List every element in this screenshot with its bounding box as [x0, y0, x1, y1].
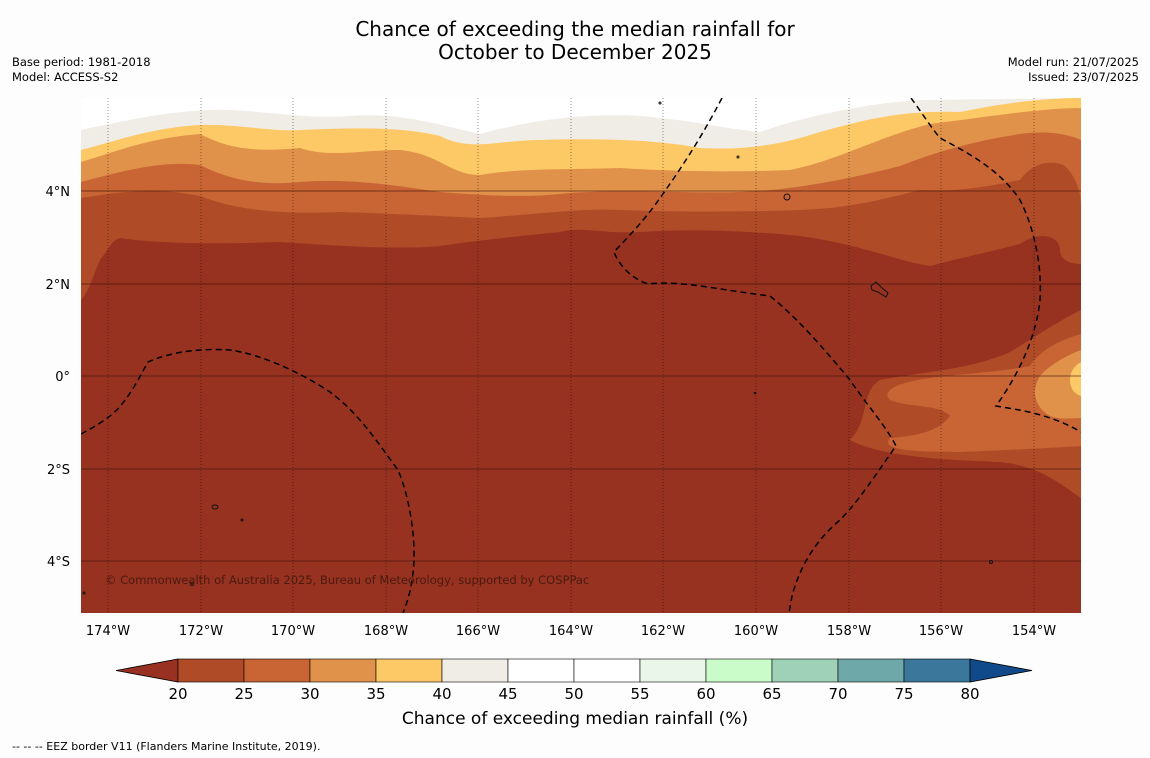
colorbar-segment [243, 658, 311, 683]
colorbar-title: Chance of exceeding median rainfall (%) [401, 709, 749, 729]
patch-east-35-40 [1035, 350, 1081, 419]
colorbar-segment [705, 658, 773, 683]
patch-east-30-35 [887, 334, 1081, 452]
meridian-lines [107, 98, 1035, 613]
colorbar-segment [771, 658, 839, 683]
lat-tick-label: 4°S [47, 555, 70, 570]
lon-tick-label: 162°W [641, 624, 685, 639]
lat-tick-label: 2°S [47, 463, 70, 478]
lon-axis-labels: 174°W 172°W 170°W 168°W 166°W 164°W 162°… [86, 624, 1056, 639]
lat-tick-label: 2°N [46, 278, 71, 293]
colorbar-tick-label: 70 [828, 685, 847, 703]
lon-tick-label: 172°W [179, 624, 223, 639]
island-outline [989, 560, 993, 564]
colorbar-tick-label: 40 [432, 685, 451, 703]
lon-tick-label: 170°W [271, 624, 315, 639]
colorbar-tick-label: 35 [366, 685, 385, 703]
colorbar-tick-label: 20 [168, 685, 187, 703]
colorbar-segment [507, 658, 575, 683]
islands [82, 101, 993, 595]
lon-tick-label: 166°W [456, 624, 500, 639]
colorbar-segment [441, 658, 509, 683]
band-below-20 [81, 229, 1081, 613]
colorbar-tick-label: 30 [300, 685, 319, 703]
model-info: Base period: 1981-2018 Model: ACCESS-S2 [12, 55, 151, 85]
island-outline [658, 101, 662, 105]
patch-east-40-45 [1070, 362, 1081, 396]
lon-tick-label: 174°W [86, 624, 130, 639]
colorbar-segment [903, 658, 971, 683]
colorbar: 20 25 30 35 40 45 50 55 60 65 70 75 80 [115, 658, 1033, 703]
map-plot-area: © Commonwealth of Australia 2025, Bureau… [81, 98, 1081, 613]
colorbar-segment [177, 658, 245, 683]
colorbar-arrow-high [969, 658, 1033, 683]
island-outline [870, 281, 889, 298]
lat-tick-label: 0° [55, 370, 70, 385]
island-outline [190, 582, 194, 586]
base-period-label: Base period: 1981-2018 [12, 55, 151, 69]
colorbar-tick-label: 55 [630, 685, 649, 703]
lat-axis-labels: 4°N 2°N 0° 2°S 4°S [46, 185, 71, 570]
colorbar-arrow-low [115, 658, 179, 683]
eez-borders [81, 98, 1081, 613]
island-outline [240, 518, 244, 522]
colorbar-segment [837, 658, 905, 683]
colorbar-tick-label: 80 [960, 685, 979, 703]
colorbar-tick-label: 65 [762, 685, 781, 703]
island-outline [82, 591, 86, 595]
island-outline [753, 391, 757, 395]
colorbar-segment [639, 658, 707, 683]
model-run-label: Model run: 21/07/2025 [1007, 55, 1139, 69]
island-outline [211, 504, 219, 510]
colorbar-segment [375, 658, 443, 683]
colorbar-tick-label: 45 [498, 685, 517, 703]
parallel-lines [81, 190, 1081, 562]
lon-tick-label: 160°W [734, 624, 778, 639]
colorbar-tick-label: 75 [894, 685, 913, 703]
run-info: Model run: 21/07/2025 Issued: 23/07/2025 [1008, 55, 1139, 85]
colorbar-tick-label: 50 [564, 685, 583, 703]
colorbar-tick-label: 60 [696, 685, 715, 703]
lon-tick-label: 156°W [919, 624, 963, 639]
lon-tick-label: 168°W [364, 624, 408, 639]
eez-legend-note: -- -- -- EEZ border V11 (Flanders Marine… [12, 740, 321, 753]
island-outline [736, 155, 740, 159]
colorbar-segment [309, 658, 377, 683]
title-line-1: Chance of exceeding the median rainfall … [355, 17, 795, 41]
lat-tick-label: 4°N [46, 185, 71, 200]
island-outline [783, 193, 791, 201]
lon-tick-label: 158°W [827, 624, 871, 639]
title-line-2: October to December 2025 [438, 40, 712, 64]
model-label: Model: ACCESS-S2 [12, 70, 119, 84]
issued-label: Issued: 23/07/2025 [1028, 70, 1139, 84]
lon-tick-label: 164°W [549, 624, 593, 639]
copyright-notice: © Commonwealth of Australia 2025, Bureau… [105, 573, 589, 587]
colorbar-tick-label: 25 [234, 685, 253, 703]
map-title: Chance of exceeding the median rainfall … [0, 18, 1150, 64]
colorbar-segment [573, 658, 641, 683]
lon-tick-label: 154°W [1012, 624, 1056, 639]
